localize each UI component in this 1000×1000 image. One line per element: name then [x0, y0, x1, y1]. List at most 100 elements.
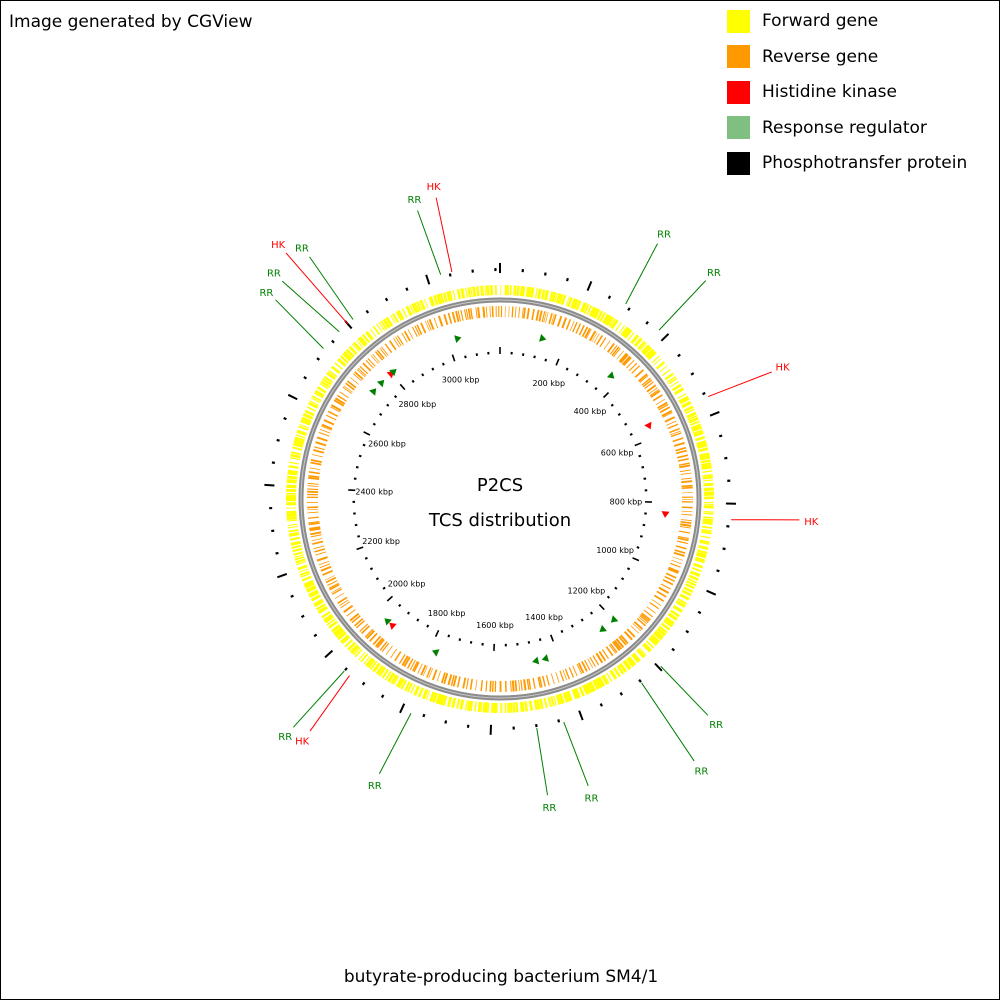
- reverse-gene: [634, 369, 645, 378]
- forward-gene: [664, 617, 674, 626]
- reverse-gene: [462, 677, 467, 689]
- forward-gene: [289, 461, 300, 465]
- forward-gene: [642, 642, 652, 652]
- forward-gene: [294, 556, 305, 561]
- reverse-gene: [325, 576, 337, 584]
- reverse-gene: [679, 525, 691, 529]
- forward-gene: [362, 334, 371, 344]
- forward-gene: [339, 355, 349, 364]
- forward-gene: [301, 416, 312, 424]
- reverse-gene: [485, 306, 488, 318]
- forward-gene: [320, 380, 331, 388]
- reverse-gene: [331, 588, 343, 595]
- forward-gene: [565, 691, 571, 702]
- forward-gene: [534, 288, 538, 299]
- forward-gene: [390, 314, 397, 325]
- reverse-gene: [428, 318, 435, 330]
- forward-gene: [308, 589, 319, 597]
- credit-text: Image generated by CGView: [9, 12, 253, 32]
- forward-gene: [664, 372, 675, 381]
- forward-gene: [550, 696, 555, 707]
- reverse-gene: [598, 651, 607, 662]
- forward-gene: [633, 652, 641, 661]
- forward-gene: [695, 553, 707, 559]
- reverse-gene: [609, 643, 618, 653]
- forward-gene: [314, 389, 325, 398]
- reverse-gene: [550, 673, 555, 685]
- forward-gene: [512, 702, 516, 713]
- forward-gene: [286, 484, 297, 487]
- reverse-gene: [618, 352, 628, 363]
- outer-tick: [448, 273, 452, 277]
- forward-gene: [437, 694, 444, 705]
- forward-gene: [692, 429, 703, 434]
- forward-gene: [337, 357, 347, 367]
- callout-label-rr: RR: [694, 766, 708, 777]
- forward-gene: [667, 612, 678, 621]
- reverse-gene: [314, 446, 325, 451]
- reverse-gene: [452, 675, 458, 687]
- forward-gene: [571, 689, 577, 700]
- reverse-gene: [679, 464, 691, 469]
- reverse-gene: [328, 582, 339, 589]
- reverse-gene: [321, 425, 332, 431]
- forward-gene: [553, 292, 558, 303]
- forward-gene: [539, 698, 544, 710]
- forward-gene: [553, 695, 557, 706]
- forward-gene: [286, 475, 298, 480]
- outer-tick: [677, 353, 681, 358]
- reverse-gene: [675, 449, 688, 455]
- legend-item-reverse-gene: Reverse gene: [727, 45, 967, 69]
- reverse-gene: [514, 306, 517, 318]
- forward-gene: [423, 689, 429, 700]
- outer-tick: [578, 710, 584, 721]
- forward-gene: [428, 296, 433, 307]
- reverse-gene: [313, 545, 325, 550]
- forward-gene: [670, 609, 680, 618]
- forward-gene: [313, 598, 324, 606]
- forward-gene: [675, 600, 686, 608]
- forward-gene: [702, 470, 713, 473]
- reverse-gene: [349, 612, 360, 622]
- reverse-gene: [433, 317, 439, 329]
- reverse-gene: [345, 382, 355, 391]
- callout-label-hk: HK: [776, 363, 791, 374]
- inner-tick: [386, 403, 390, 407]
- outer-tick: [283, 417, 287, 421]
- reverse-gene: [673, 551, 685, 557]
- forward-gene: [697, 549, 708, 555]
- reverse-gene: [593, 333, 600, 344]
- callout-label-rr: RR: [295, 244, 309, 255]
- forward-gene: [413, 302, 420, 313]
- forward-gene: [599, 312, 607, 322]
- reverse-gene: [518, 680, 521, 692]
- forward-gene: [286, 484, 297, 489]
- forward-gene: [296, 561, 307, 566]
- reverse-gene: [369, 632, 378, 642]
- reverse-gene: [605, 646, 614, 657]
- reverse-gene: [658, 403, 669, 411]
- reverse-gene: [564, 668, 571, 680]
- forward-gene: [286, 510, 297, 514]
- forward-gene: [695, 556, 706, 561]
- reverse-gene: [482, 306, 486, 318]
- forward-gene: [286, 512, 297, 517]
- forward-gene: [642, 644, 651, 653]
- reverse-gene: [556, 315, 563, 327]
- forward-gene: [287, 526, 298, 529]
- forward-gene: [456, 288, 462, 300]
- forward-gene: [435, 693, 442, 704]
- reverse-gene: [613, 639, 623, 650]
- outer-tick: [300, 614, 305, 619]
- reverse-gene: [420, 322, 427, 334]
- reverse-gene: [327, 410, 339, 417]
- forward-gene: [698, 546, 709, 551]
- reverse-gene: [355, 620, 365, 629]
- forward-gene: [317, 605, 328, 614]
- reverse-gene: [531, 308, 535, 320]
- reverse-gene: [626, 359, 635, 369]
- reverse-gene: [426, 320, 432, 331]
- reverse-gene: [680, 472, 692, 475]
- reverse-gene: [309, 527, 321, 532]
- forward-gene: [369, 328, 377, 338]
